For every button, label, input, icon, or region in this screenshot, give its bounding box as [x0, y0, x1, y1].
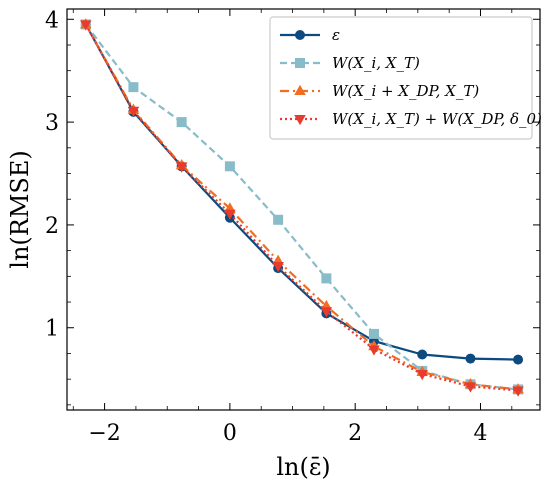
data-point [512, 386, 524, 397]
legend-entry: W(X_i, X_T) + W(X_DP, δ_0) [280, 110, 542, 128]
series-line [84, 23, 519, 392]
legend-label: W(X_i + X_DP, X_T) [332, 82, 479, 100]
axis-ticks: −2 0 2 4 1 2 3 4 [45, 8, 540, 446]
legend-entry: W(X_i + X_DP, X_T) [280, 82, 479, 100]
data-point [416, 370, 428, 381]
data-point [417, 349, 428, 360]
legend: ε W(X_i, X_T) W(X_i + X_DP, X_T) W(X_i, X_T… [269, 16, 542, 140]
y-tick-label: 3 [45, 111, 59, 136]
data-point [127, 106, 140, 118]
data-point [513, 354, 524, 365]
legend-label: W(X_i, X_T) + W(X_DP, δ_0) [332, 110, 542, 128]
legend-marker [295, 30, 305, 40]
y-tick-label: 2 [45, 214, 59, 239]
legend-label: W(X_i, X_T) [332, 54, 420, 72]
x-axis-label: ln(ε̄) [276, 453, 330, 481]
data-point [321, 273, 332, 284]
data-point [224, 209, 236, 220]
legend-marker [294, 84, 306, 95]
legend-entry: W(X_i, X_T) [280, 54, 420, 72]
legend-box [269, 16, 533, 140]
x-tick-label: 2 [348, 421, 362, 446]
x-tick-label: 0 [223, 421, 237, 446]
x-tick-label: −2 [88, 421, 120, 446]
data-point [273, 214, 284, 225]
plot-frame [66, 8, 541, 411]
series-line [84, 23, 519, 391]
legend-marker [294, 115, 306, 126]
series-4 [80, 20, 524, 397]
data-point [464, 382, 477, 393]
data-point [272, 262, 284, 273]
data-point [175, 162, 188, 173]
data-point [465, 353, 476, 364]
data-point [128, 82, 139, 93]
legend-entry: ε [280, 26, 340, 44]
data-point [368, 345, 380, 356]
data-point [80, 20, 92, 31]
plot-area [80, 18, 524, 397]
data-point [224, 161, 235, 172]
x-tick-label: 4 [473, 421, 487, 446]
data-point [176, 117, 187, 128]
legend-marker [295, 58, 305, 68]
y-tick-label: 1 [45, 317, 59, 342]
data-point [320, 307, 333, 318]
y-tick-label: 4 [45, 8, 59, 33]
data-point [368, 328, 379, 339]
y-axis-label: ln(RMSE) [6, 150, 34, 268]
legend-label: ε [332, 26, 340, 44]
